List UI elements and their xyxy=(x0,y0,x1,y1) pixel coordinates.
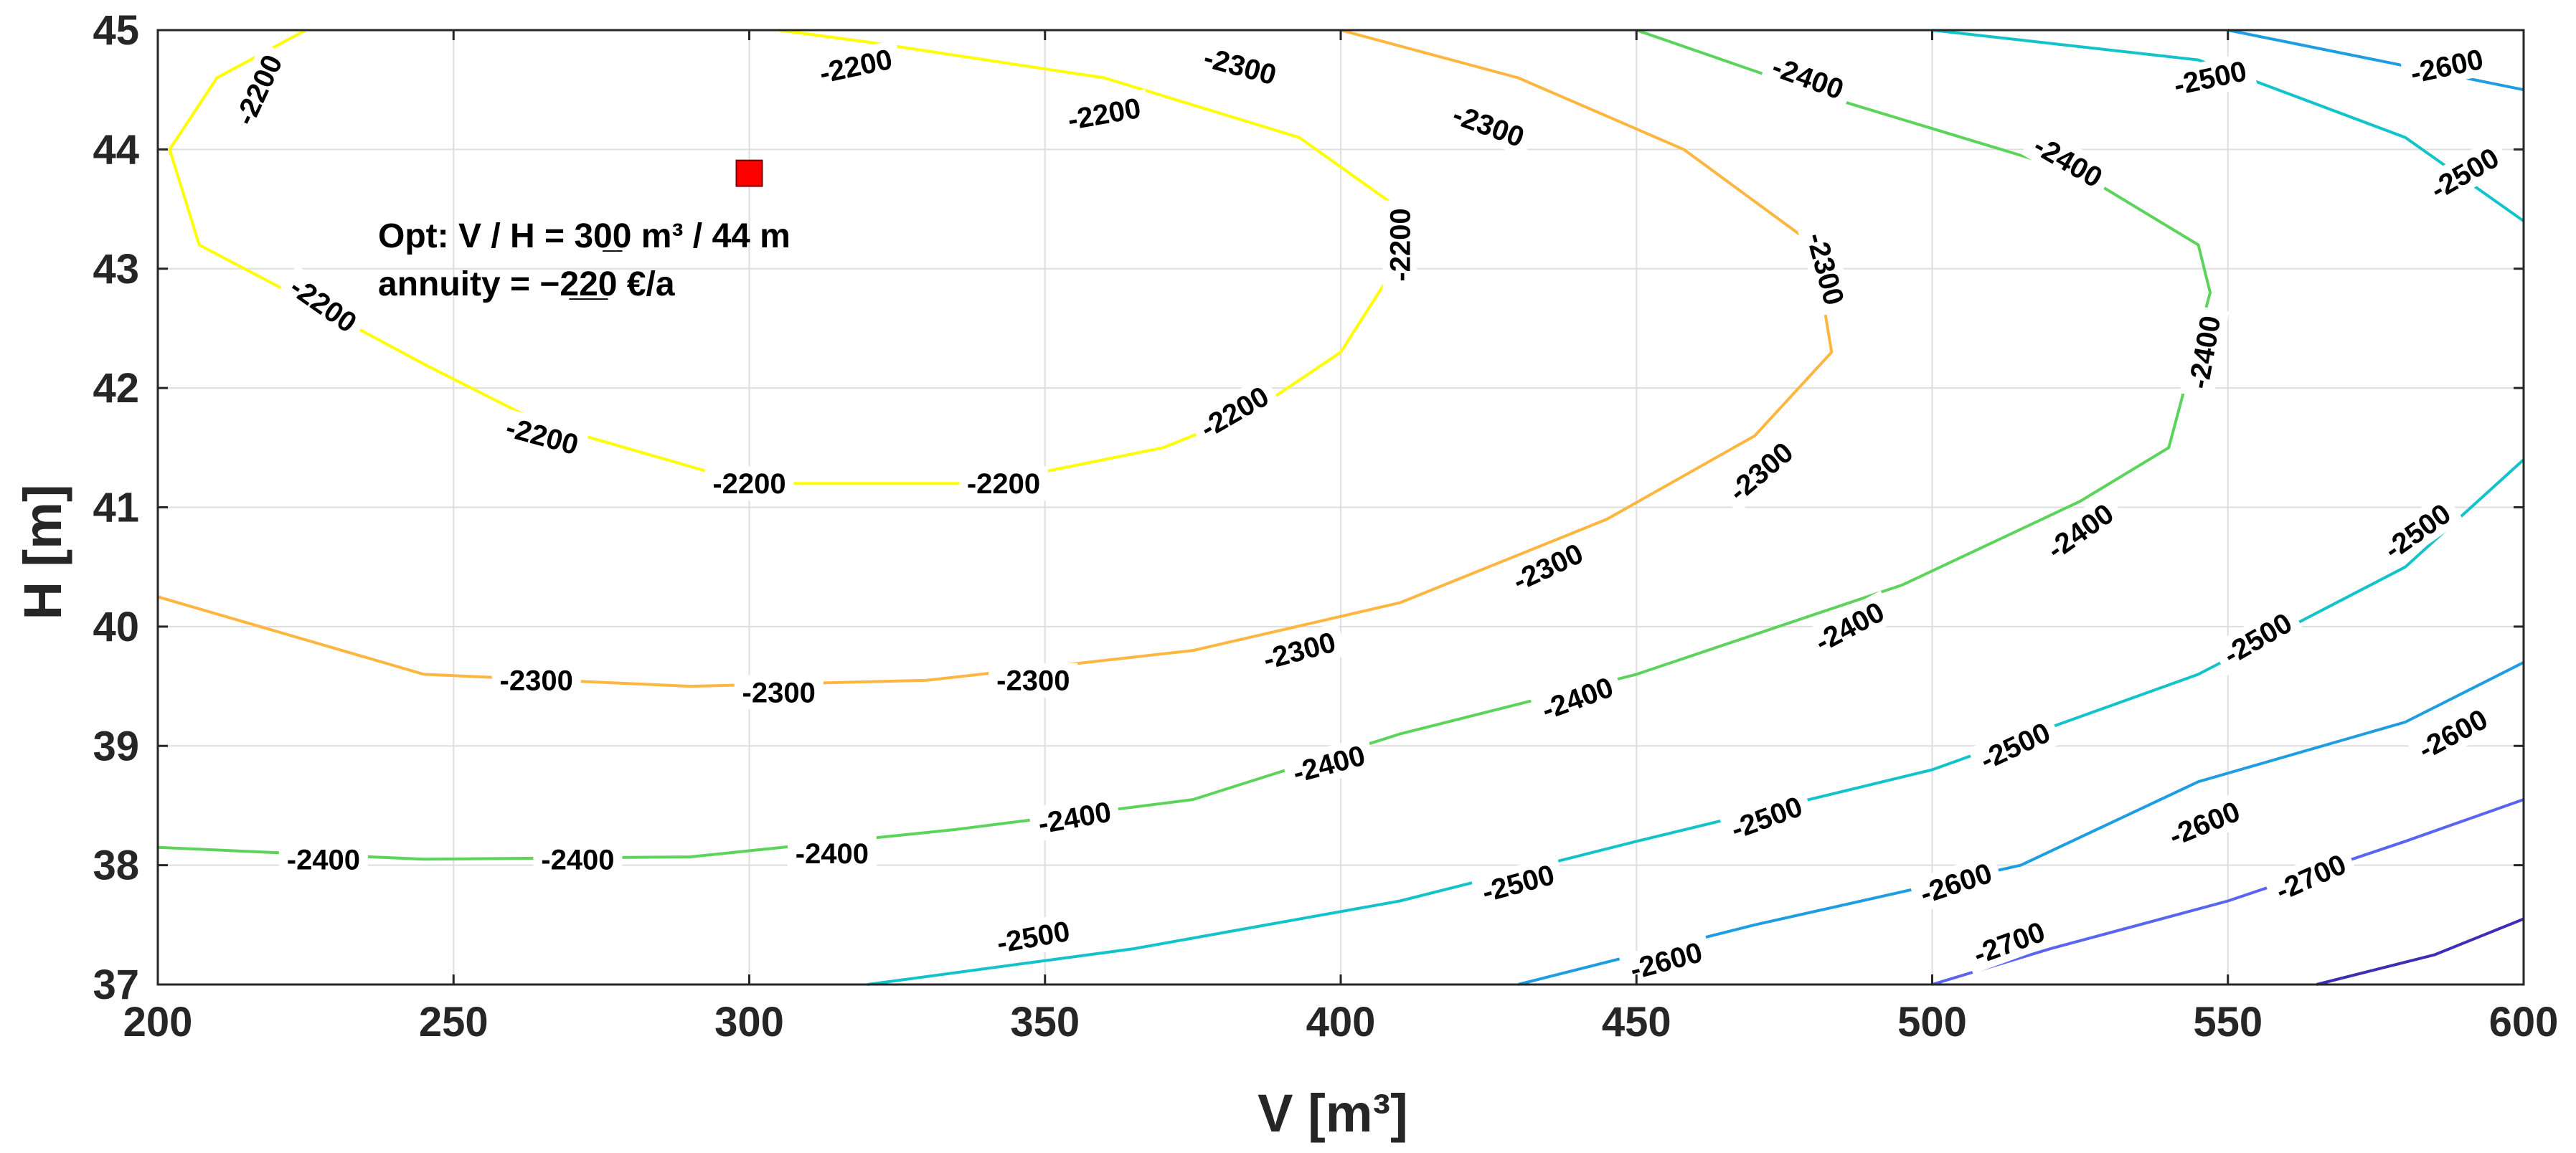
contour-line xyxy=(168,29,1402,485)
contour-label-bg xyxy=(704,466,794,501)
contour-label-bg xyxy=(808,39,903,92)
contour-label-bg xyxy=(2163,52,2257,104)
x-tick-label: 250 xyxy=(419,999,489,1045)
contour-label-bg xyxy=(1802,590,1897,663)
contour-label-bg xyxy=(2417,136,2512,211)
contour-label-bg xyxy=(989,663,1078,698)
contour-label-bg xyxy=(1057,89,1151,138)
contour-label-bg xyxy=(2179,305,2230,399)
contour-label-bg xyxy=(2263,843,2359,911)
contour-label-bg xyxy=(1719,786,1815,849)
contour-label-bg xyxy=(2034,491,2127,571)
y-tick-label: 45 xyxy=(93,7,139,54)
contour-label-bg xyxy=(2210,601,2305,676)
contour-label-bg xyxy=(1440,94,1537,157)
contour-label-bg xyxy=(224,42,293,138)
contour-label-text: -2400 xyxy=(541,844,614,876)
annotation-line-2: annuity = −2̲2̲0 €/a xyxy=(378,265,675,303)
contour-label-bg xyxy=(2400,39,2494,92)
contour-label-bg xyxy=(1715,430,1806,513)
contour-label-text: -2300 xyxy=(996,665,1070,697)
contour-label-bg xyxy=(277,265,370,344)
contour-label-bg xyxy=(1192,37,1288,95)
y-tick-label: 44 xyxy=(93,126,139,173)
x-tick-label: 300 xyxy=(714,999,784,1045)
contour-label-bg xyxy=(1908,853,2004,914)
contour-label-bg xyxy=(734,675,824,710)
contour-label-text: -2200 xyxy=(712,468,785,500)
contour-line xyxy=(1517,661,2524,986)
contour-line xyxy=(157,29,1834,688)
contour-label-bg xyxy=(1471,855,1566,911)
contour-label-text: -2300 xyxy=(742,677,816,708)
optimum-marker xyxy=(735,159,763,187)
contour-label: -2300 xyxy=(734,675,824,710)
contour-label: -2500 xyxy=(986,912,1080,962)
contour-label-bg xyxy=(1961,911,2057,974)
contour-label-bg xyxy=(1967,711,2063,781)
contour-labels: -2200-2200-2200-2200 -2200-2200-2200-2200… xyxy=(224,37,2512,989)
contour-label-bg xyxy=(1027,792,1122,843)
contour-label-text: -2200 xyxy=(1385,208,1417,281)
contour-label-bg xyxy=(2021,124,2115,199)
contour-label: -2400 xyxy=(787,836,877,870)
contour-label-bg xyxy=(494,407,590,464)
x-tick-label: 600 xyxy=(2489,999,2559,1045)
x-tick-label: 500 xyxy=(1897,999,1967,1045)
contour-label-bg xyxy=(986,912,1080,962)
contour-label-text: -2400 xyxy=(796,838,869,870)
contour-label-bg xyxy=(1618,932,1714,989)
contour-label: -2300 xyxy=(491,663,581,698)
y-tick-label: 38 xyxy=(93,843,139,889)
x-tick-label: 550 xyxy=(2193,999,2263,1045)
y-tick-label: 40 xyxy=(93,604,139,650)
contour-label: -2400 xyxy=(278,842,368,877)
contour-label: -2200 xyxy=(959,466,1048,501)
y-tick-label: 37 xyxy=(93,962,139,1008)
contour-label-text: -2300 xyxy=(500,665,573,697)
contour-label: -2400 xyxy=(533,842,623,877)
x-axis-label: V [m³] xyxy=(1258,1083,1408,1143)
contour-label-bg xyxy=(1797,221,1854,316)
contour-label-bg xyxy=(491,663,581,698)
contour-label-bg xyxy=(1186,374,1282,450)
y-axis-label: H [m] xyxy=(13,484,72,620)
x-tick-label: 450 xyxy=(1602,999,1671,1045)
contour-label: -2300 xyxy=(989,663,1078,698)
contour-label-text: -2400 xyxy=(287,844,360,876)
contour-label-bg xyxy=(1382,200,1417,290)
contour-label-bg xyxy=(1281,735,1377,792)
contour-label-bg xyxy=(1760,46,1856,110)
contour-label-bg xyxy=(2371,491,2464,571)
contour-label-bg xyxy=(1252,622,1347,679)
y-tick-label: 41 xyxy=(93,485,139,531)
contour-line xyxy=(2316,917,2524,986)
x-tick-label: 200 xyxy=(123,999,193,1045)
contour-label: -2200 xyxy=(1382,200,1417,290)
contour-label-bg xyxy=(959,466,1048,501)
y-tick-label: 39 xyxy=(93,723,139,769)
contour-label-bg xyxy=(2156,790,2252,856)
contour-label-bg xyxy=(2405,698,2501,770)
contour-label-bg xyxy=(787,836,877,870)
contour-label-bg xyxy=(1500,532,1595,602)
contour-line xyxy=(1931,798,2524,986)
x-tick-label: 350 xyxy=(1010,999,1080,1045)
contour-label-bg xyxy=(533,842,623,877)
y-tick-label: 43 xyxy=(93,246,139,293)
contour-label-bg xyxy=(278,842,368,877)
y-tick-label: 42 xyxy=(93,365,139,412)
contour-label-text: -2200 xyxy=(967,468,1040,500)
contour-label: -2200 xyxy=(704,466,794,501)
contour-line xyxy=(157,29,2212,861)
annotation-line-1: Opt: V / H = 30̲0 m³ / 44 m xyxy=(378,217,791,255)
axis-ticks: 200 250 300 350 400 450 500 550 600 37 38 39 40 41 42 4… xyxy=(93,7,2558,1045)
x-tick-label: 400 xyxy=(1306,999,1376,1045)
contour-label-bg xyxy=(1529,666,1626,730)
